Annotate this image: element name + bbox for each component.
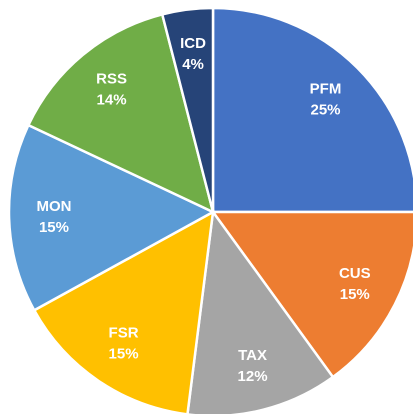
slice-name: ICD bbox=[180, 35, 206, 52]
slice-value-label: 15% bbox=[109, 346, 139, 363]
pie-slice bbox=[211, 6, 413, 214]
pie-slice bbox=[210, 210, 413, 379]
pie-slice bbox=[160, 6, 215, 213]
pie-slice bbox=[7, 123, 216, 312]
pie-slice bbox=[186, 208, 335, 414]
slice-value-label: 25% bbox=[310, 101, 340, 118]
slice-name: CUS bbox=[339, 265, 371, 282]
slice-name: PFM bbox=[310, 80, 342, 97]
slice-value-label: 14% bbox=[97, 91, 127, 108]
slice-name: MON bbox=[36, 198, 71, 215]
slice-name: FSR bbox=[109, 325, 139, 342]
slice-name: RSS bbox=[96, 70, 127, 87]
slice-value-label: 12% bbox=[238, 368, 268, 385]
pie-slice bbox=[32, 209, 215, 414]
slice-value-label: 15% bbox=[39, 219, 69, 236]
slice-value-label: 15% bbox=[340, 286, 370, 303]
slice-name: TAX bbox=[238, 347, 267, 364]
slice-value-label: 4% bbox=[182, 56, 204, 73]
pie-slice bbox=[26, 12, 215, 215]
